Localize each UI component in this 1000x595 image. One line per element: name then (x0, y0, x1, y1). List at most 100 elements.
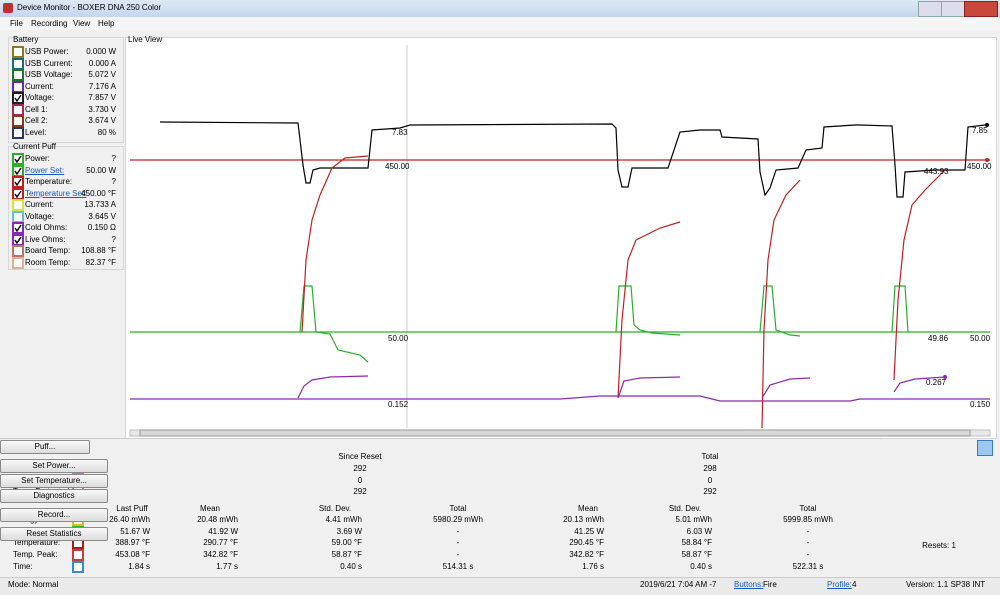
current-puff-panel (8, 146, 124, 270)
row-label: Live Ohms: (25, 234, 66, 244)
button[interactable]: Diagnostics (0, 489, 108, 503)
row-label: Current: (25, 81, 54, 91)
power-trace-1 (299, 285, 369, 363)
stat-value: 290.45 °F (569, 538, 604, 548)
checkbox[interactable] (12, 187, 24, 200)
row-value: 3.730 V (88, 104, 116, 114)
row-value: ? (111, 177, 116, 186)
checkbox[interactable] (12, 69, 24, 81)
live-ohms-trace-1 (297, 375, 369, 399)
scrollbar-thumb[interactable] (139, 429, 971, 437)
stat-value: 0.40 s (340, 561, 362, 571)
row-value: 3.645 V (88, 211, 116, 221)
checkbox[interactable] (72, 549, 84, 562)
checkbox[interactable] (12, 126, 24, 139)
trace-label: 50.00 (388, 334, 409, 343)
stat-value: 1.84 s (128, 561, 150, 571)
row-label: USB Current: (25, 58, 73, 68)
checkbox[interactable] (12, 164, 24, 177)
checkbox[interactable] (12, 80, 24, 93)
menu-item[interactable]: File (10, 19, 23, 28)
row-label: Cold Ohms: (25, 223, 68, 232)
stat-value: 1.76 s (582, 561, 604, 571)
row-label: Temperature: (13, 538, 61, 548)
menu-item[interactable]: Help (98, 19, 115, 28)
stat-value: 51.67 W (120, 526, 150, 536)
checkbox[interactable] (12, 199, 24, 211)
panel-title: Current Puff (13, 142, 56, 151)
checkbox[interactable] (12, 115, 24, 127)
check-mark (14, 167, 22, 175)
stat-value: 0.40 s (690, 561, 712, 571)
trace-label: 49.86 (928, 334, 949, 343)
column-header: Mean (199, 504, 220, 513)
checkbox[interactable] (12, 176, 24, 188)
status-value: 4 (852, 580, 857, 589)
stat-value: - (806, 550, 810, 560)
auto-button[interactable] (977, 440, 993, 456)
checkbox[interactable] (12, 256, 24, 269)
row-value: 3.674 V (88, 116, 116, 125)
menu-bar (0, 17, 1000, 30)
menu-item[interactable]: Recording (31, 19, 68, 28)
row-label: Time: (13, 561, 33, 571)
endpoint (985, 158, 989, 162)
row-label[interactable]: Power Set: (25, 165, 65, 175)
stat-value: - (456, 550, 460, 560)
button[interactable]: Record... (0, 508, 108, 522)
checkbox[interactable] (12, 222, 24, 234)
stat-value: 292 (703, 487, 717, 496)
panel-title: Live View (128, 35, 163, 44)
button[interactable]: Reset Statistics (0, 527, 108, 541)
status-link[interactable]: Buttons: (734, 580, 764, 589)
stat-value: 388.97 °F (115, 538, 150, 548)
check-mark (14, 178, 22, 187)
stat-value: 6.03 W (686, 526, 712, 536)
status-link[interactable]: Profile: (827, 580, 852, 589)
check-mark (14, 224, 22, 233)
stat-value: 4.41 mWh (325, 515, 362, 524)
trace-label: 0.267 (926, 378, 947, 387)
row-value: 5.072 V (88, 70, 116, 79)
check-mark (14, 155, 22, 164)
checkbox[interactable] (12, 210, 24, 223)
status-value: Fire (763, 580, 777, 589)
stat-value: 1.77 s (216, 561, 238, 571)
stat-value: 522.31 s (792, 561, 824, 571)
checkbox[interactable] (12, 46, 24, 58)
button[interactable]: Set Temperature... (0, 474, 108, 488)
checkbox[interactable] (72, 560, 84, 573)
checkbox[interactable] (12, 92, 24, 104)
row-label: Voltage: (25, 93, 54, 102)
stat-value: - (456, 526, 460, 536)
stat-value: - (456, 538, 460, 548)
row-label: Board Temp: (25, 246, 71, 255)
checkbox[interactable] (12, 57, 24, 70)
stat-value: 292 (353, 464, 367, 473)
menu-item[interactable]: View (73, 19, 91, 28)
column-header: Since Reset (338, 452, 382, 461)
live-view-panel (125, 37, 997, 439)
stat-value: 58.84 °F (681, 538, 712, 548)
close-button[interactable] (964, 1, 998, 17)
status-mode: Mode: Normal (8, 580, 59, 589)
trace-label: 7.85 (972, 126, 988, 135)
trace-label: 7.83 (392, 128, 408, 137)
battery-panel (8, 37, 124, 143)
row-value: 0.000 A (88, 58, 116, 68)
checkbox[interactable] (12, 233, 24, 246)
checkbox[interactable] (12, 103, 24, 116)
checkbox[interactable] (12, 153, 24, 165)
resets-label: Resets: 1 (922, 541, 956, 550)
window-title: Device Monitor - BOXER DNA 250 Color (17, 3, 162, 12)
row-label: Cell 1: (25, 104, 48, 114)
button[interactable]: Puff... (0, 440, 90, 454)
stat-value: 20.13 mWh (563, 515, 604, 524)
button[interactable]: Set Power... (0, 459, 108, 473)
voltage-trace (159, 121, 986, 198)
stat-value: 342.82 °F (569, 550, 604, 560)
stat-value: 298 (703, 464, 717, 473)
row-label[interactable]: Temperature Set: (25, 188, 87, 198)
checkbox[interactable] (12, 245, 24, 257)
